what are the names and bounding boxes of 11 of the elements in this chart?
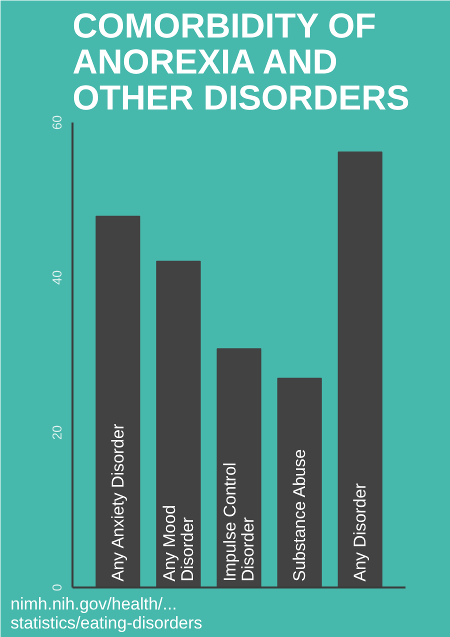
x-tick-label: Any Disorder (350, 482, 370, 582)
y-tick-label: 60 (50, 115, 64, 130)
x-tick-label: Impulse Control Disorder (220, 462, 258, 582)
chart-title: COMORBIDITY OF ANOREXIA AND OTHER DISORDERS (72, 7, 410, 118)
y-tick-label: 20 (50, 425, 64, 440)
y-tick-label: 0 (50, 584, 64, 592)
x-tick-label: Substance Abuse (290, 449, 310, 582)
x-tick-label: Any Mood Disorder (160, 504, 197, 582)
text: nimh.nih.gov/health/... statistics/eating-disorders (10, 594, 202, 632)
y-tick-label: 40 (50, 270, 64, 285)
x-tick-label: Any Anxiety Disorder (108, 423, 128, 582)
